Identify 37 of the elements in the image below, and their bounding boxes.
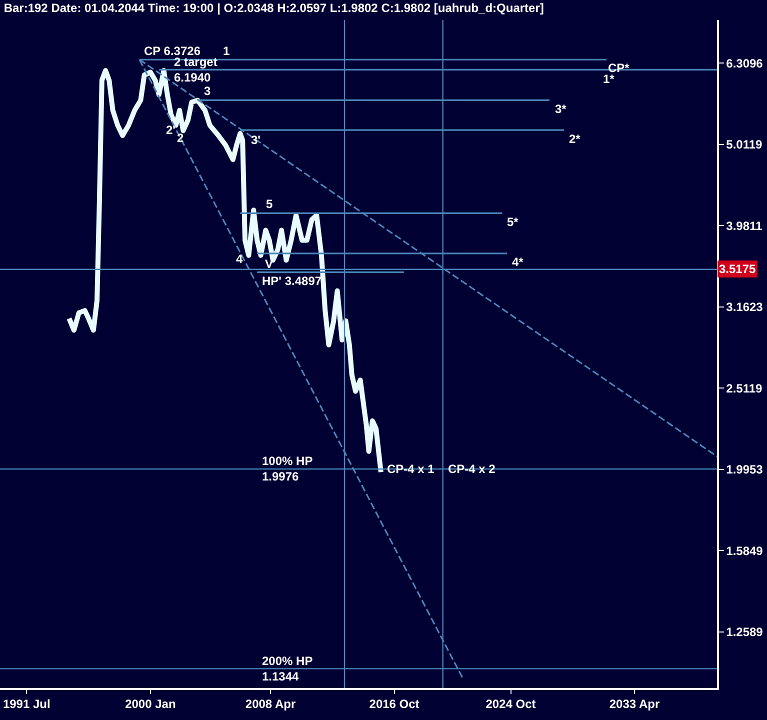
y-tick-label: 3.9811 (726, 218, 763, 233)
x-tick-label: 2033 Apr (609, 697, 660, 712)
annotation: 3* (555, 102, 567, 116)
y-tick-label: 1.5849 (726, 544, 764, 558)
y-tick-label: 3.1623 (726, 300, 764, 314)
x-tick-label: 2000 Jan (125, 697, 176, 712)
y-tick-label: 1.2589 (726, 625, 764, 640)
annotation: 3' (251, 133, 261, 147)
annotation: 4* (512, 255, 524, 269)
x-tick-label: 2024 Oct (486, 697, 536, 712)
y-tick-label: 2.5119 (726, 381, 763, 396)
annotation: 5* (507, 215, 519, 229)
annotation: 2 target 6.1940 (174, 55, 218, 85)
x-tick-label: 2016 Oct (369, 697, 420, 712)
annotation: CP-4 x 1 (387, 462, 435, 476)
ref-line-label: 3.5175 (719, 262, 756, 276)
annotation: CP-4 x 2 (448, 462, 496, 476)
annotation: HP' 3.4897 (262, 274, 322, 288)
annotation: 1 (223, 44, 230, 58)
annotation: 1* (603, 72, 615, 86)
annotation: 2' (166, 123, 176, 137)
annotation: 5 (266, 197, 273, 211)
y-tick-label: 1.9953 (726, 462, 764, 477)
annotation: 200% HP 1.1344 (262, 654, 313, 684)
y-tick-label: 5.0119 (726, 138, 763, 152)
annotation: V (265, 257, 274, 271)
chart-title: Bar:192 Date: 01.04.2044 Time: 19:00 | O:2.0348 H:2.0597 L:1.9802 C:1.9802 [uahrub_d:Quarter] (4, 1, 544, 15)
annotation: 2 (177, 131, 184, 145)
annotation: 2* (569, 132, 581, 146)
x-tick-label: 2008 Apr (245, 697, 296, 712)
annotation: CP 6.3726 (144, 44, 201, 58)
annotation: CP* (608, 61, 630, 75)
y-tick-label: 6.3096 (726, 56, 764, 70)
annotation: 100% HP 1.9976 (262, 454, 313, 484)
x-tick-label: 1991 Jul (2, 697, 50, 712)
annotation: 4 (236, 252, 243, 266)
annotation: 3 (204, 84, 211, 98)
